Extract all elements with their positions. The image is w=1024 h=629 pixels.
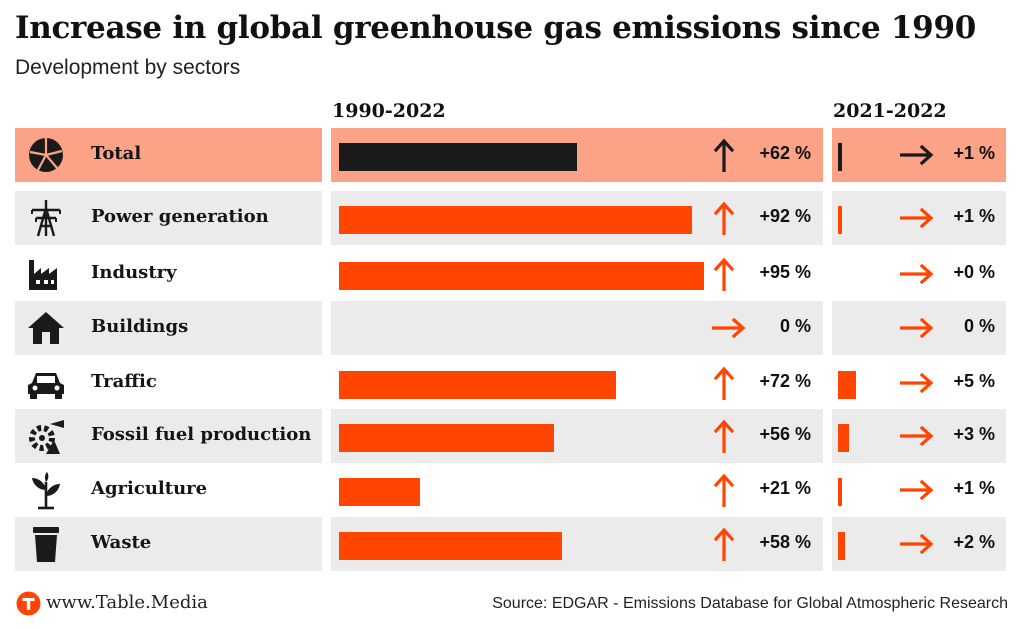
waste-bin-icon (33, 527, 59, 562)
category-label: Fossil fuel production (91, 424, 312, 445)
value-label-1990-2022: +62 % (759, 143, 811, 163)
footer-source: Source: EDGAR - Emissions Database for G… (492, 595, 1008, 612)
value-label-1990-2022: +95 % (759, 262, 811, 282)
bar-2021-2022 (838, 371, 856, 399)
bar-2021-2022 (838, 478, 842, 506)
trend-arrow-1990-2022 (714, 138, 734, 172)
bar-1990-2022 (339, 478, 420, 506)
row-background (331, 301, 823, 355)
bar-1990-2022 (339, 532, 562, 560)
row-background (15, 409, 322, 463)
trend-arrow-2021-2022 (900, 534, 934, 554)
value-label-2021-2022: +2 % (953, 532, 995, 552)
category-label: Industry (91, 262, 177, 283)
row-background (15, 301, 322, 355)
bar-2021-2022 (838, 424, 849, 452)
value-label-2021-2022: +1 % (953, 143, 995, 163)
trend-arrow-2021-2022 (900, 318, 934, 338)
period-header-2021-2022: 2021-2022 (833, 100, 947, 122)
bar-1990-2022 (339, 206, 693, 234)
pie-chart-icon (29, 138, 63, 172)
footer-site: www.Table.Media (46, 592, 208, 613)
chart-subtitle: Development by sectors (15, 56, 241, 79)
category-label: Power generation (91, 206, 269, 227)
bar-2021-2022 (838, 143, 842, 171)
chart-title: Increase in global greenhouse gas emissi… (15, 10, 976, 46)
bar-2021-2022 (838, 532, 846, 560)
trend-arrow-1990-2022 (712, 318, 746, 338)
trend-arrow-2021-2022 (900, 373, 934, 393)
trend-arrow-2021-2022 (900, 480, 934, 500)
category-label: Traffic (91, 371, 157, 392)
bar-1990-2022 (339, 424, 555, 452)
category-label: Waste (91, 532, 152, 553)
house-icon (28, 312, 64, 344)
value-label-1990-2022: +58 % (759, 532, 811, 552)
category-label: Agriculture (91, 478, 208, 499)
power-pylon-icon (31, 200, 61, 237)
row-background (15, 128, 322, 182)
value-label-2021-2022: +1 % (953, 206, 995, 226)
value-label-1990-2022: +92 % (759, 206, 811, 226)
table-media-logo-icon (16, 591, 41, 616)
oil-pump-icon (29, 420, 64, 454)
trend-arrow-1990-2022 (714, 201, 734, 235)
bar-2021-2022 (838, 206, 842, 234)
value-label-1990-2022: +56 % (759, 424, 811, 444)
row-background (15, 517, 322, 571)
category-label: Buildings (91, 316, 189, 337)
period-header-1990-2022: 1990-2022 (332, 100, 446, 122)
trend-arrow-1990-2022 (714, 419, 734, 453)
bar-1990-2022 (339, 143, 578, 171)
trend-arrow-1990-2022 (714, 473, 734, 507)
row-background (15, 191, 322, 245)
trend-arrow-2021-2022 (900, 426, 934, 446)
trend-arrow-2021-2022 (900, 145, 934, 165)
value-label-2021-2022: +0 % (953, 262, 995, 282)
trend-arrow-1990-2022 (714, 257, 734, 291)
bar-1990-2022 (339, 262, 704, 290)
car-icon (28, 373, 64, 399)
value-label-2021-2022: +5 % (953, 371, 995, 391)
value-label-1990-2022: 0 % (779, 316, 811, 336)
bar-1990-2022 (339, 371, 616, 399)
trend-arrow-1990-2022 (714, 366, 734, 400)
value-label-1990-2022: +72 % (759, 371, 811, 391)
value-label-2021-2022: +3 % (953, 424, 995, 444)
value-label-2021-2022: +1 % (953, 478, 995, 498)
factory-icon (29, 260, 57, 290)
trend-arrow-1990-2022 (714, 527, 734, 561)
value-label-2021-2022: 0 % (963, 316, 995, 336)
value-label-1990-2022: +21 % (759, 478, 811, 498)
trend-arrow-2021-2022 (900, 264, 934, 284)
plant-icon (32, 472, 60, 510)
category-label: Total (91, 143, 142, 164)
trend-arrow-2021-2022 (900, 208, 934, 228)
